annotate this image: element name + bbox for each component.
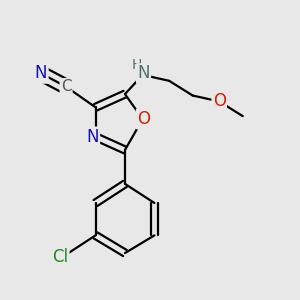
Text: C: C [61, 79, 71, 94]
Text: Cl: Cl [52, 248, 68, 266]
Text: H: H [132, 58, 142, 72]
Text: O: O [137, 110, 150, 128]
Text: N: N [86, 128, 99, 146]
Text: N: N [35, 64, 47, 82]
Text: N: N [137, 64, 150, 82]
Text: O: O [213, 92, 226, 110]
